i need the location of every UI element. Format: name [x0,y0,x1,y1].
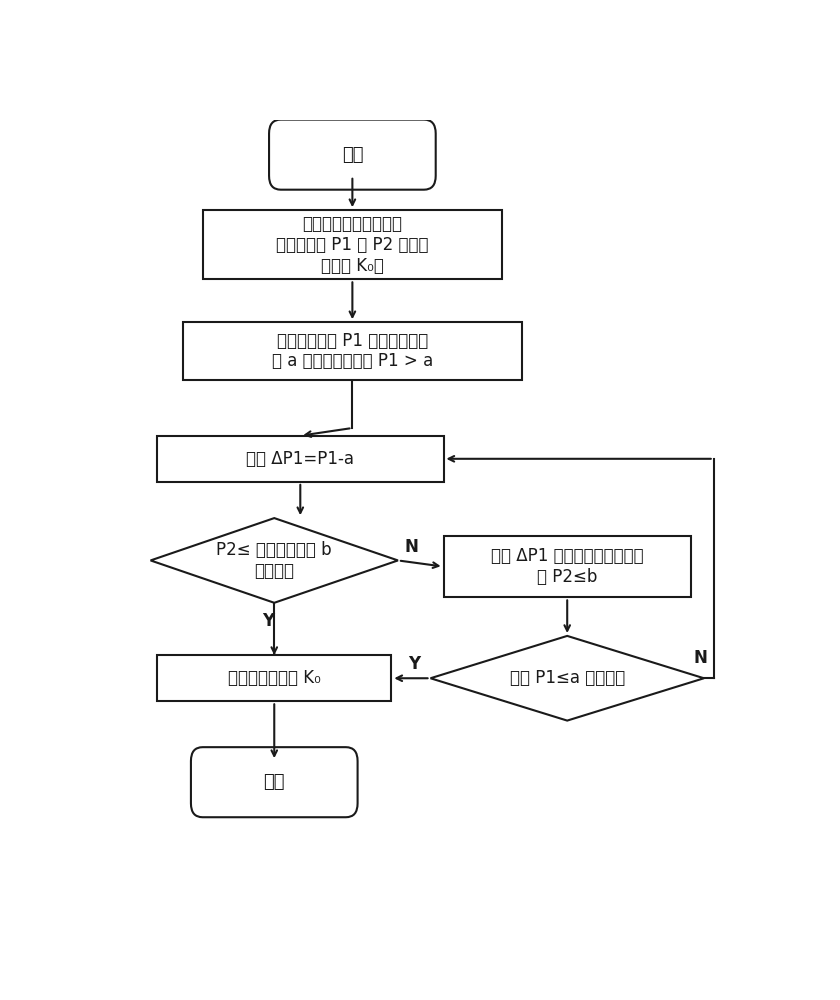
Text: 判断 P1≤a 是否成立: 判断 P1≤a 是否成立 [510,669,625,687]
FancyBboxPatch shape [269,120,436,190]
Text: N: N [405,538,418,556]
Text: 判断氢浓度值 P1 与第一预设限
值 a 间大小关系，若 P1 > a: 判断氢浓度值 P1 与第一预设限 值 a 间大小关系，若 P1 > a [272,332,433,370]
Text: Y: Y [408,655,421,673]
Bar [202,210,502,279]
Text: P2≤ 第二预设限制 b
是否成立: P2≤ 第二预设限制 b 是否成立 [217,541,332,580]
Bar [444,536,691,597]
Text: 燃料电池发动机运行；
监测氢浓度 P1 、 P2 ，调速
阀开度 K₀。: 燃料电池发动机运行； 监测氢浓度 P1 、 P2 ，调速 阀开度 K₀。 [276,215,428,275]
Bar [157,655,391,701]
Text: 结束: 结束 [264,773,285,791]
Bar [157,436,444,482]
Text: N: N [693,649,707,667]
Text: 跟随 ΔP1 增大调速阀开度，直
至 P2≤b: 跟随 ΔP1 增大调速阀开度，直 至 P2≤b [491,547,643,586]
Bar [183,322,522,380]
Polygon shape [150,518,398,603]
Text: 调速阀保持开度 K₀: 调速阀保持开度 K₀ [228,669,321,687]
Text: 计算 ΔP1=P1-a: 计算 ΔP1=P1-a [246,450,354,468]
Text: Y: Y [262,612,274,630]
Text: 开始: 开始 [342,146,363,164]
FancyBboxPatch shape [191,747,358,817]
Polygon shape [431,636,704,721]
